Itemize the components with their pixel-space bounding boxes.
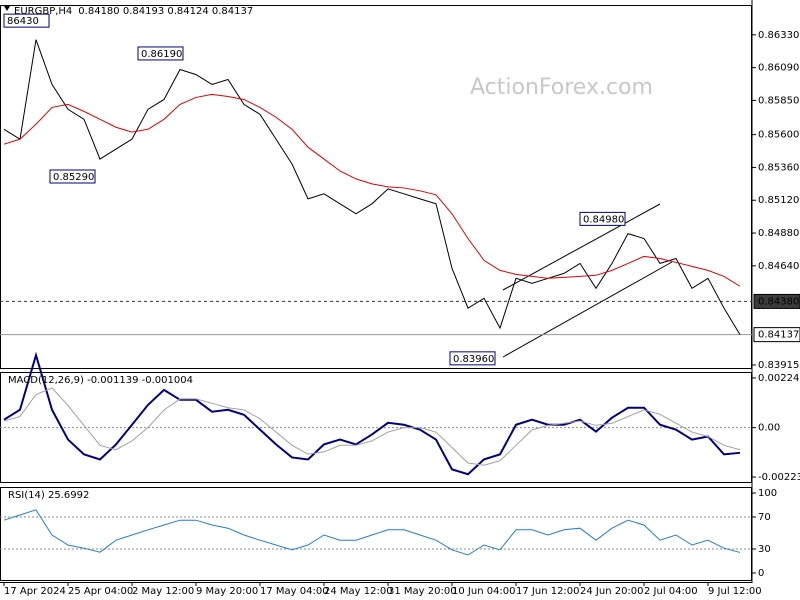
x-tick-label: 24 Jun 20:00 (580, 586, 644, 597)
x-tick-label: 2 May 12:00 (132, 586, 194, 597)
series-line (3, 93, 741, 287)
point-label-box (137, 46, 184, 61)
panel-title: EURGBP,H4 (14, 6, 72, 17)
panel-subtitle: 0.84180 0.84193 0.84124 0.84137 (78, 6, 253, 17)
y-tick-label: 0.86090 (758, 63, 799, 74)
point-label: 0.85290 (53, 172, 94, 183)
price-label: 0.84137 (758, 330, 799, 341)
panel-title: RSI(14) 25.6992 (8, 490, 89, 501)
series-line (3, 387, 741, 466)
y-tick-label: 0.00 (758, 423, 780, 434)
point-label-box (579, 211, 626, 226)
panel-frame (0, 5, 752, 369)
y-tick-label: 0.85600 (758, 130, 799, 141)
y-tick-label: 0.85120 (758, 195, 799, 206)
y-tick-label: 0.85360 (758, 162, 799, 173)
y-tick-label: 0.85850 (758, 95, 799, 106)
price-label-box (753, 293, 800, 309)
price-label: 0.84380 (758, 296, 799, 307)
y-tick-label: 100 (758, 488, 777, 499)
y-tick-label: 0.84640 (758, 261, 799, 272)
y-tick-label: 0.002248 (758, 373, 800, 384)
y-tick-label: 0 (758, 568, 764, 579)
x-tick-label: 9 May 20:00 (196, 586, 258, 597)
watermark: ActionForex.com (470, 75, 653, 100)
y-tick-label: 0.83915 (758, 360, 799, 371)
y-tick-label: 70 (758, 512, 771, 523)
x-tick-label: 24 May 12:00 (324, 586, 393, 597)
symbol-arrow (4, 6, 10, 11)
x-tick-label: 9 Jul 12:00 (708, 586, 762, 597)
price-label-box (753, 327, 800, 343)
y-tick-label: 0.86330 (758, 30, 799, 41)
x-tick-label: 10 Jun 04:00 (452, 586, 516, 597)
series-line (3, 351, 741, 476)
point-label-box (449, 351, 496, 366)
x-tick-label: 17 Jun 12:00 (516, 586, 580, 597)
point-label: 0.83960 (453, 354, 494, 365)
x-tick-label: 31 May 20:00 (388, 586, 457, 597)
y-tick-label: -0.002236 (758, 472, 800, 483)
point-label: 0.84980 (583, 214, 624, 225)
series-line (3, 39, 741, 335)
x-tick-label: 25 Apr 04:00 (68, 586, 133, 597)
point-label-box (49, 169, 96, 184)
y-tick-label: 30 (758, 544, 771, 555)
x-tick-label: 17 Apr 2024 (4, 586, 66, 597)
x-tick-label: 2 Jul 04:00 (644, 586, 698, 597)
panel-title: MACD(12,26,9) -0.001139 -0.001004 (8, 375, 193, 386)
point-label: 86430 (7, 16, 39, 27)
x-tick-label: 17 May 04:00 (260, 586, 329, 597)
series-line (3, 509, 741, 556)
channel-line (502, 261, 673, 358)
point-label: 0.86190 (141, 49, 182, 60)
y-tick-label: 0.84880 (758, 228, 799, 239)
point-label-box (3, 13, 50, 28)
